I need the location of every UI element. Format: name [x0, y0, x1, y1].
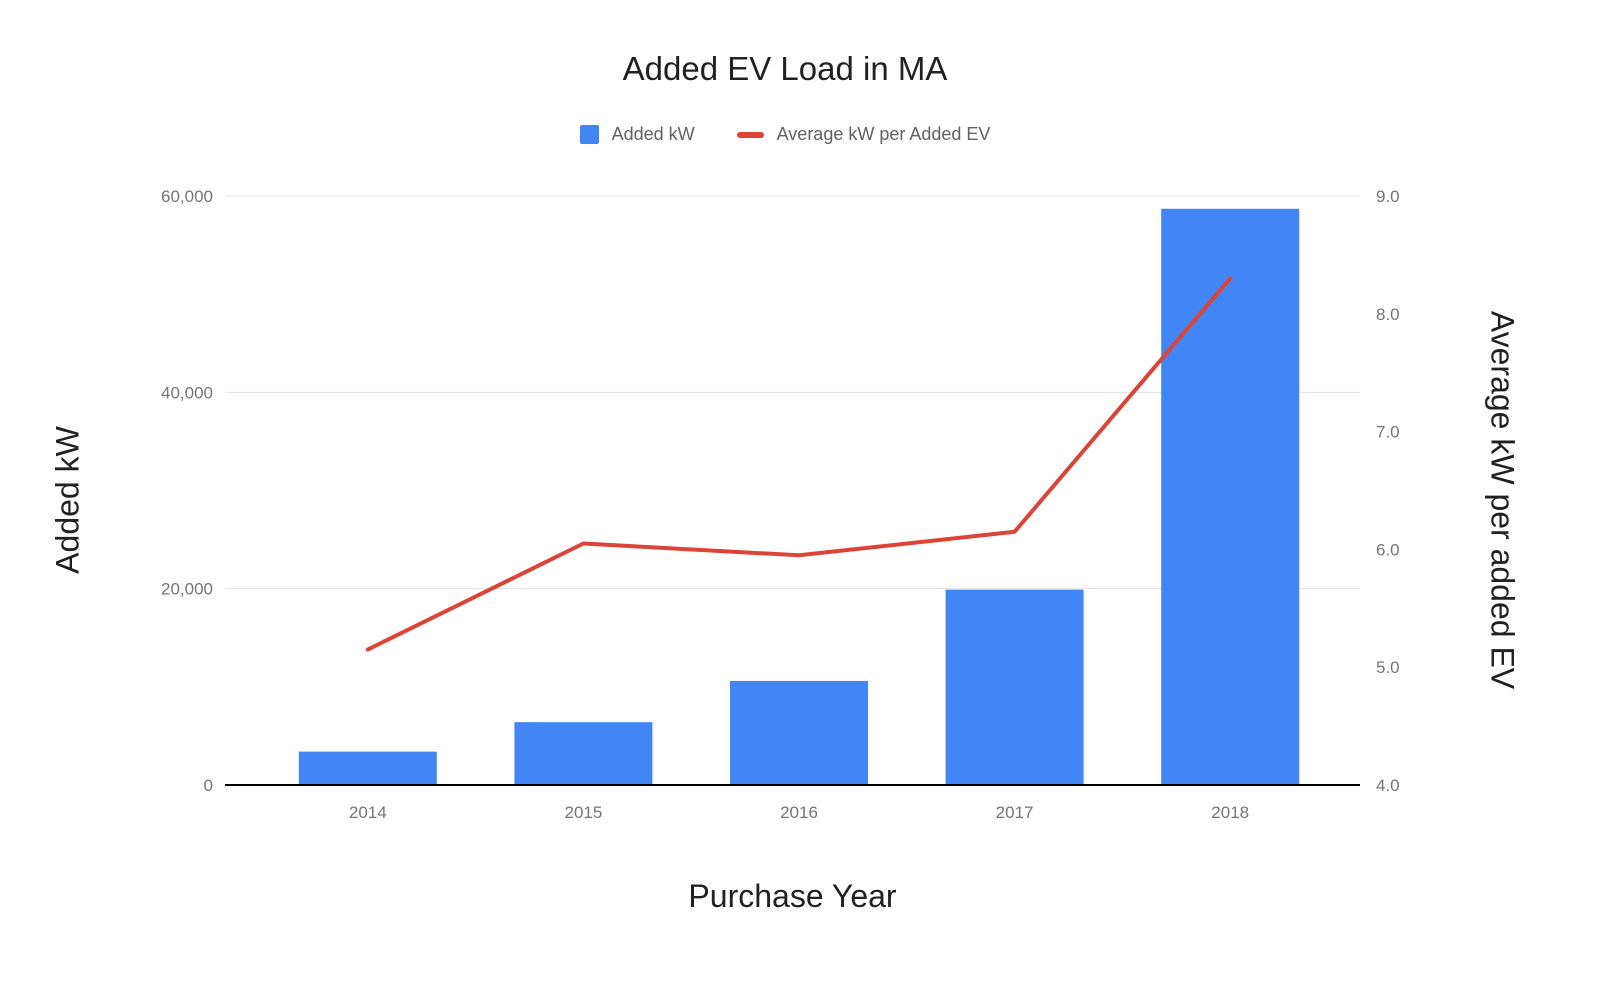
x-axis-tick-label: 2018	[1211, 803, 1249, 822]
x-axis-tick-label: 2015	[564, 803, 602, 822]
bar-2015	[514, 722, 653, 785]
line-avg-kw-per-ev	[365, 276, 1233, 652]
legend-item-added-kw: Added kW	[579, 124, 695, 145]
left-axis-tick-label: 40,000	[161, 383, 213, 402]
right-axis-tick-label: 6.0	[1376, 540, 1400, 559]
chart-title: Added EV Load in MA	[622, 50, 948, 87]
legend-label-added-kw: Added kW	[611, 124, 695, 144]
left-axis-tick-label: 20,000	[161, 580, 213, 599]
x-axis-tick-label: 2017	[996, 803, 1034, 822]
right-axis-tick-label: 8.0	[1376, 305, 1400, 324]
x-axis-tick-label: 2014	[349, 803, 387, 822]
legend-label-avg-kw: Average kW per Added EV	[776, 124, 991, 144]
bar-2014	[298, 751, 437, 785]
chart-legend: Added kW Average kW per Added EV	[0, 124, 1570, 145]
bar-2018	[1161, 208, 1300, 786]
right-axis-tick-label: 5.0	[1376, 658, 1400, 677]
legend-item-avg-kw: Average kW per Added EV	[736, 124, 991, 145]
right-axis-title: Average kW per added EV	[1484, 310, 1521, 690]
right-axis-tick-label: 9.0	[1376, 187, 1400, 206]
left-axis-tick-label: 60,000	[161, 187, 213, 206]
x-axis-tick-label: 2016	[780, 803, 818, 822]
legend-swatch-bar-icon	[579, 125, 599, 144]
x-axis-title: Purchase Year	[688, 878, 897, 914]
right-axis-tick-label: 4.0	[1376, 776, 1400, 795]
legend-swatch-line-icon	[736, 131, 764, 138]
left-axis-tick-label: 0	[204, 776, 213, 795]
right-axis-tick-label: 7.0	[1376, 423, 1400, 442]
bar-2016	[730, 680, 868, 785]
left-axis-title: Added kW	[49, 426, 86, 574]
bar-2017	[945, 589, 1084, 785]
